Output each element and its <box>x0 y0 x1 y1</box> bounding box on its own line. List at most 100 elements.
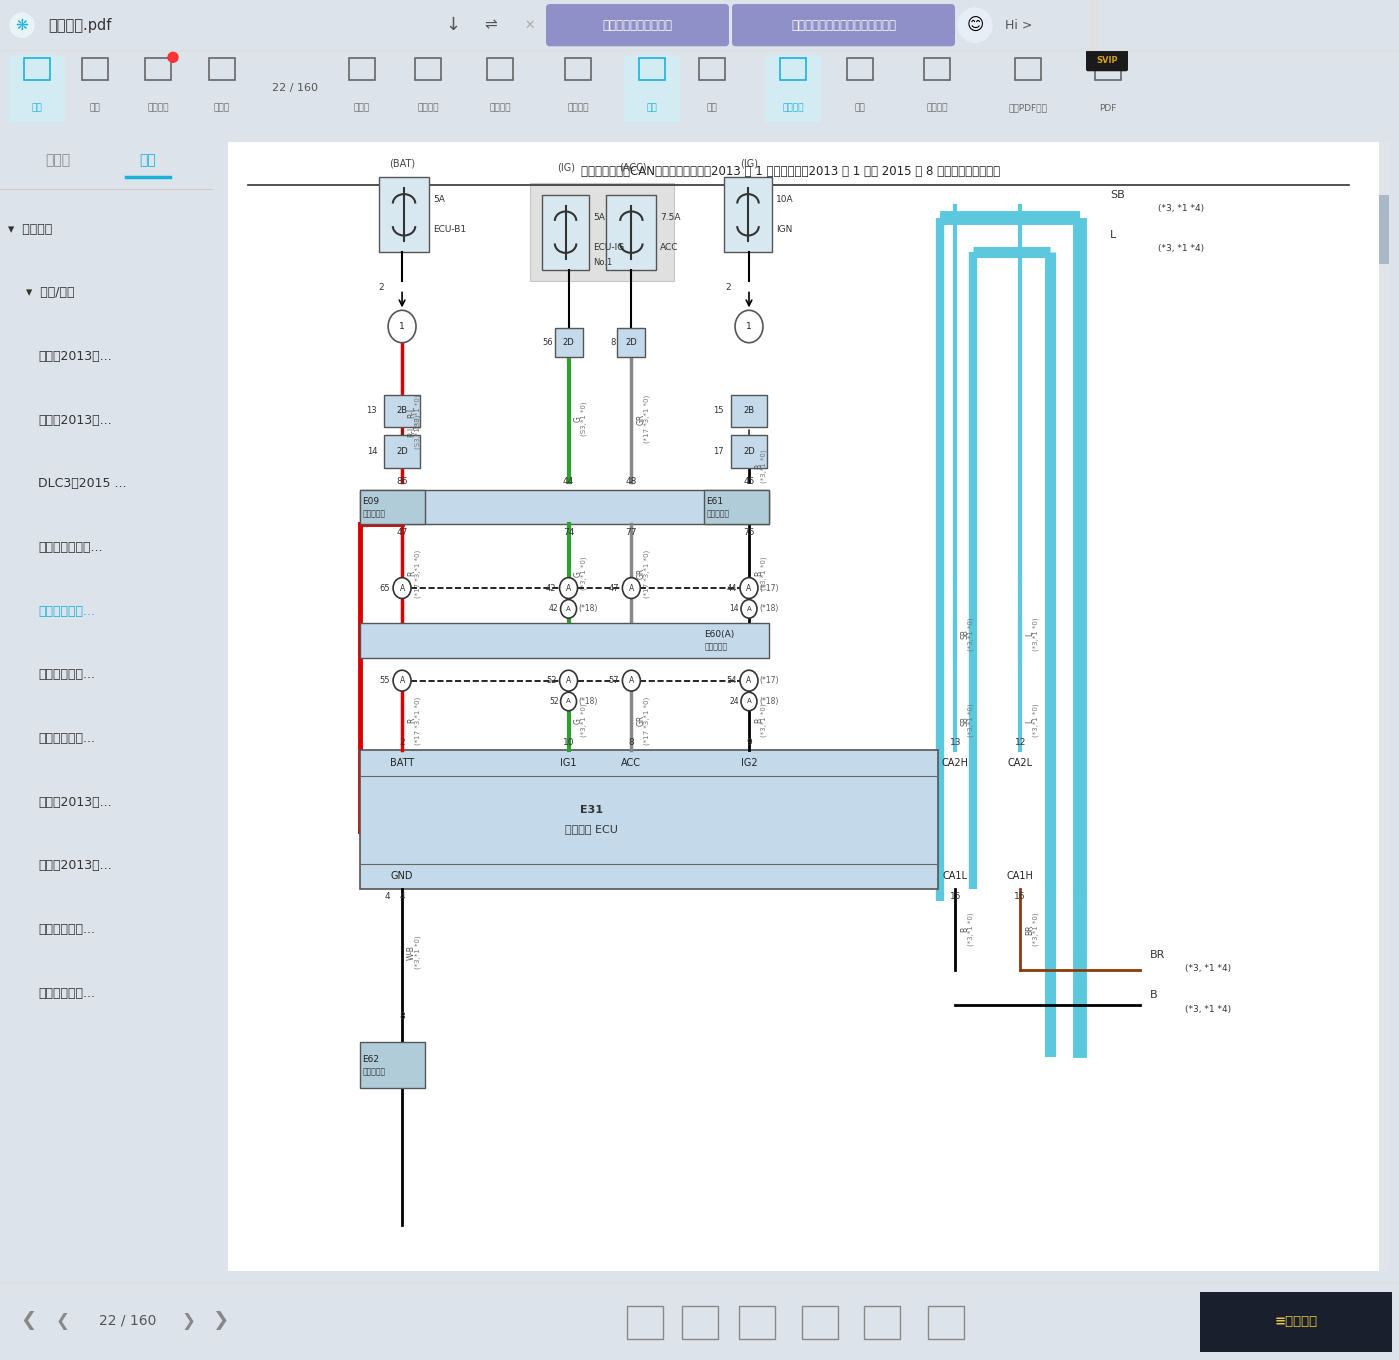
Text: 8: 8 <box>399 1012 404 1020</box>
Text: 充电（2013年...: 充电（2013年... <box>38 350 112 363</box>
Bar <box>865 1306 900 1340</box>
Text: 搭铁点（左驾...: 搭铁点（左驾... <box>38 923 95 936</box>
Text: (*3,*1 *0): (*3,*1 *0) <box>761 556 768 590</box>
Text: (ACC): (ACC) <box>620 163 648 173</box>
Text: (*17): (*17) <box>760 583 778 593</box>
Text: ⇌: ⇌ <box>484 18 498 33</box>
Bar <box>802 1306 838 1340</box>
Text: 实际大小: 实际大小 <box>417 103 439 113</box>
Circle shape <box>623 578 641 598</box>
Text: E31: E31 <box>581 805 603 815</box>
Bar <box>360 1042 425 1088</box>
Circle shape <box>958 8 992 42</box>
Text: ≡汽修帮手: ≡汽修帮手 <box>1274 1315 1318 1329</box>
FancyBboxPatch shape <box>546 4 729 46</box>
Text: 12: 12 <box>1014 737 1025 747</box>
Text: 47: 47 <box>609 583 620 593</box>
Text: 17: 17 <box>713 447 725 456</box>
Text: 接线连接器: 接线连接器 <box>362 1068 385 1076</box>
FancyBboxPatch shape <box>1086 49 1128 71</box>
Text: 10: 10 <box>562 737 575 747</box>
Text: 目录: 目录 <box>32 103 42 113</box>
Circle shape <box>561 600 576 619</box>
Text: (S3,*1 *0): (S3,*1 *0) <box>414 413 421 449</box>
Text: (S3,*1 *0): (S3,*1 *0) <box>414 394 421 430</box>
Text: BR: BR <box>1025 925 1034 934</box>
Bar <box>541 194 589 269</box>
Bar <box>725 177 772 253</box>
Circle shape <box>561 692 576 711</box>
Bar <box>360 623 769 657</box>
Bar <box>348 58 375 80</box>
Text: 22 / 160: 22 / 160 <box>271 83 318 94</box>
Text: 4: 4 <box>385 892 390 902</box>
Text: 2B: 2B <box>396 407 407 416</box>
Text: R-L: R-L <box>407 407 416 419</box>
Text: 9: 9 <box>746 737 751 747</box>
Circle shape <box>740 578 758 598</box>
Bar <box>1090 0 1100 50</box>
Text: 42: 42 <box>548 604 558 613</box>
Circle shape <box>740 670 758 691</box>
Text: (*3,*1 *0): (*3,*1 *0) <box>581 703 588 737</box>
Text: 75: 75 <box>743 528 754 537</box>
Bar <box>416 58 441 80</box>
Text: 下一页: 下一页 <box>354 103 371 113</box>
Text: 55: 55 <box>379 676 390 685</box>
Bar <box>606 194 656 269</box>
Text: (*3, *1 *4): (*3, *1 *4) <box>1185 964 1231 974</box>
Text: E09: E09 <box>362 496 379 506</box>
Text: 多路通信系统（CAN、左驾驶车型）（2013 年 1 月之前生产、2013 年 1 月至 2015 年 8 月生产、中国车型）: 多路通信系统（CAN、左驾驶车型）（2013 年 1 月之前生产、2013 年 … <box>582 165 1000 178</box>
Bar <box>704 490 769 525</box>
Text: 22 / 160: 22 / 160 <box>99 1314 157 1327</box>
Text: A: A <box>400 676 404 685</box>
Text: B: B <box>754 464 762 469</box>
Text: 线上打印: 线上打印 <box>147 103 169 113</box>
Text: (*3,*1 *0): (*3,*1 *0) <box>1032 913 1038 947</box>
Text: ❯: ❯ <box>211 1311 228 1330</box>
Text: 5A: 5A <box>593 212 606 222</box>
Text: 48: 48 <box>625 477 637 487</box>
Text: 77: 77 <box>625 528 637 537</box>
Bar <box>639 58 665 80</box>
Text: L: L <box>1025 718 1034 722</box>
Text: 接线连接器: 接线连接器 <box>362 510 385 518</box>
Circle shape <box>168 52 178 63</box>
Text: 44: 44 <box>726 583 737 593</box>
Text: SB: SB <box>960 630 970 639</box>
Text: 电源（2013年...: 电源（2013年... <box>38 796 112 809</box>
Text: 7.5A: 7.5A <box>660 212 681 222</box>
Circle shape <box>393 578 411 598</box>
Text: E60(A): E60(A) <box>704 630 734 639</box>
FancyBboxPatch shape <box>765 56 821 124</box>
Text: 86: 86 <box>396 477 409 487</box>
Text: 多路通信系统...: 多路通信系统... <box>38 605 95 617</box>
Text: ✕: ✕ <box>525 19 536 31</box>
Text: (IG): (IG) <box>558 163 575 173</box>
Text: 单页: 单页 <box>646 103 658 113</box>
Bar <box>1379 194 1389 264</box>
Circle shape <box>623 670 641 691</box>
Text: A: A <box>567 699 571 704</box>
Bar <box>554 328 582 356</box>
Circle shape <box>734 310 762 343</box>
Text: A: A <box>747 676 751 685</box>
Bar <box>732 435 767 468</box>
Text: (*3,*1 *0): (*3,*1 *0) <box>1032 617 1038 651</box>
Circle shape <box>741 600 757 619</box>
Text: GR: GR <box>637 568 645 579</box>
Text: ❮: ❮ <box>56 1312 70 1330</box>
Circle shape <box>393 670 411 691</box>
Text: 4: 4 <box>399 892 404 902</box>
Text: 13: 13 <box>367 407 378 416</box>
Bar <box>24 58 50 80</box>
Bar <box>1095 58 1121 80</box>
Text: A: A <box>747 699 751 704</box>
Text: SB: SB <box>960 715 970 725</box>
Text: 42: 42 <box>546 583 557 593</box>
Text: (*3,*1 *0): (*3,*1 *0) <box>581 556 588 590</box>
Text: 中年人如何提高记忆力: 中年人如何提高记忆力 <box>603 19 673 31</box>
Text: 影印PDF识别: 影印PDF识别 <box>1009 103 1048 113</box>
Text: (*3,*1 *0): (*3,*1 *0) <box>414 936 421 970</box>
Text: 16: 16 <box>1014 892 1025 902</box>
